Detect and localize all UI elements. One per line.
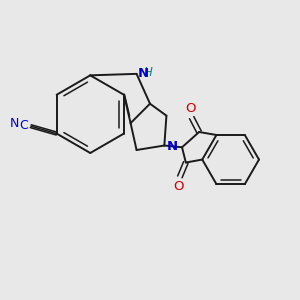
Text: N: N bbox=[10, 117, 20, 130]
Text: O: O bbox=[173, 180, 184, 193]
Text: N: N bbox=[138, 67, 149, 80]
Text: O: O bbox=[185, 102, 195, 115]
Text: N: N bbox=[167, 140, 178, 153]
Text: C: C bbox=[19, 119, 28, 132]
Text: H: H bbox=[144, 66, 153, 79]
